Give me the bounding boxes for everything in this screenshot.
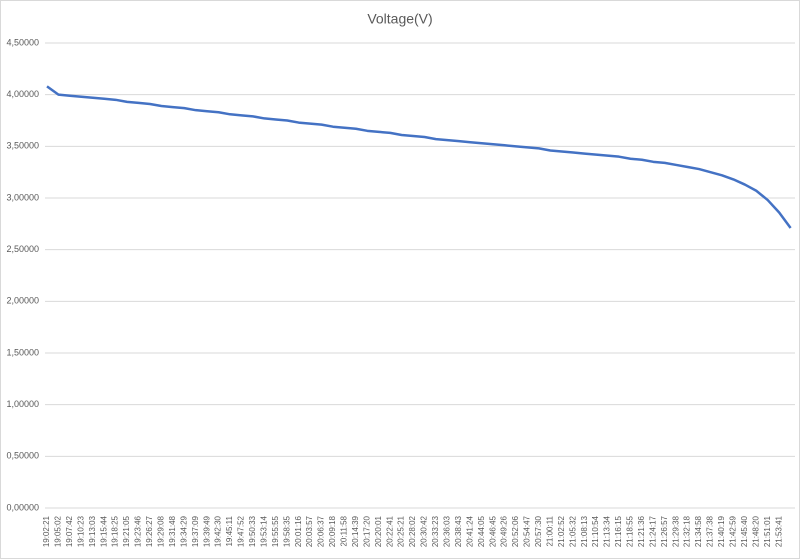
x-tick-label: 20:11:58 [340,515,349,546]
x-tick-label: 21:40:19 [717,515,726,547]
x-tick-label: 21:53:41 [774,515,783,547]
x-tick-label: 20:44:05 [477,515,486,547]
y-tick-label: 0,50000 [6,451,39,461]
x-tick-label: 21:42:59 [729,515,738,547]
x-tick-label: 20:25:21 [397,515,406,547]
x-tick-label: 19:50:33 [248,515,257,547]
y-tick-label: 1,00000 [6,399,39,409]
y-tick-label: 1,50000 [6,347,39,357]
x-tick-label: 20:41:24 [465,515,474,547]
x-tick-label: 19:47:52 [237,515,246,547]
x-tick-label: 20:06:37 [317,515,326,547]
y-tick-label: 2,00000 [6,296,39,306]
x-tick-label: 21:05:32 [568,515,577,547]
x-tick-label: 19:34:29 [179,515,188,547]
x-tick-label: 19:45:11 [225,515,234,546]
x-tick-label: 20:49:26 [500,515,509,547]
x-tick-label: 20:52:06 [511,515,520,547]
x-tick-label: 19:42:30 [214,515,223,547]
y-tick-label: 0,00000 [6,502,39,512]
x-tick-label: 20:57:30 [534,515,543,547]
y-tick-label: 3,00000 [6,192,39,202]
x-tick-label: 19:07:42 [65,515,74,547]
x-tick-label: 20:36:03 [443,515,452,547]
x-tick-label: 19:29:08 [157,515,166,547]
x-tick-label: 21:34:58 [694,515,703,547]
x-tick-label: 21:10:54 [591,515,600,547]
x-tick-label: 20:14:39 [351,515,360,547]
y-tick-label: 3,50000 [6,141,39,151]
x-tick-label: 21:48:20 [751,515,760,547]
x-tick-label: 21:18:55 [626,515,635,547]
x-tick-label: 20:03:57 [305,515,314,547]
x-tick-label: 19:31:48 [168,515,177,547]
x-tick-label: 19:13:03 [88,515,97,547]
x-tick-label: 19:26:27 [145,515,154,547]
x-tick-label: 19:55:55 [271,515,280,547]
x-tick-label: 19:23:46 [134,515,143,547]
x-tick-label: 20:54:47 [523,515,532,547]
x-tick-label: 21:37:38 [706,515,715,547]
x-tick-label: 19:37:09 [191,515,200,547]
x-tick-label: 19:18:25 [111,515,120,547]
x-tick-label: 19:58:35 [282,515,291,547]
x-tick-label: 21:29:38 [671,515,680,547]
x-tick-label: 19:53:14 [259,515,268,547]
x-tick-label: 21:45:40 [740,515,749,547]
x-tick-label: 20:22:41 [385,515,394,547]
x-tick-label: 20:09:18 [328,515,337,547]
x-tick-label: 21:26:57 [660,515,669,547]
y-tick-label: 2,50000 [6,244,39,254]
x-tick-label: 21:24:17 [648,515,657,547]
x-tick-label: 19:21:05 [122,515,131,547]
y-tick-label: 4,50000 [6,37,39,47]
x-tick-label: 21:08:13 [580,515,589,547]
x-tick-label: 20:01:16 [294,515,303,547]
x-tick-label: 21:13:34 [603,515,612,547]
x-tick-label: 20:28:02 [408,515,417,547]
x-tick-label: 20:30:42 [420,515,429,547]
x-tick-label: 20:33:23 [431,515,440,547]
x-tick-label: 21:16:15 [614,515,623,547]
data-line [46,85,792,229]
x-tick-label: 19:10:23 [76,515,85,547]
chart-title: Voltage(V) [367,11,432,27]
x-tick-label: 21:02:52 [557,515,566,547]
x-tick-label: 20:46:45 [488,515,497,547]
x-tick-label: 21:32:18 [683,515,692,547]
x-tick-label: 20:38:43 [454,515,463,547]
x-tick-label: 21:21:36 [637,515,646,547]
x-tick-label: 19:05:02 [54,515,63,547]
x-tick-label: 19:15:44 [99,515,108,547]
y-tick-label: 4,00000 [6,89,39,99]
x-tick-label: 21:51:01 [763,515,772,547]
x-tick-label: 20:17:20 [362,515,371,547]
x-tick-label: 21:00:11 [545,515,554,546]
x-tick-label: 20:20:01 [374,515,383,547]
x-tick-label: 19:39:49 [202,515,211,547]
x-tick-label: 19:02:21 [42,515,51,547]
